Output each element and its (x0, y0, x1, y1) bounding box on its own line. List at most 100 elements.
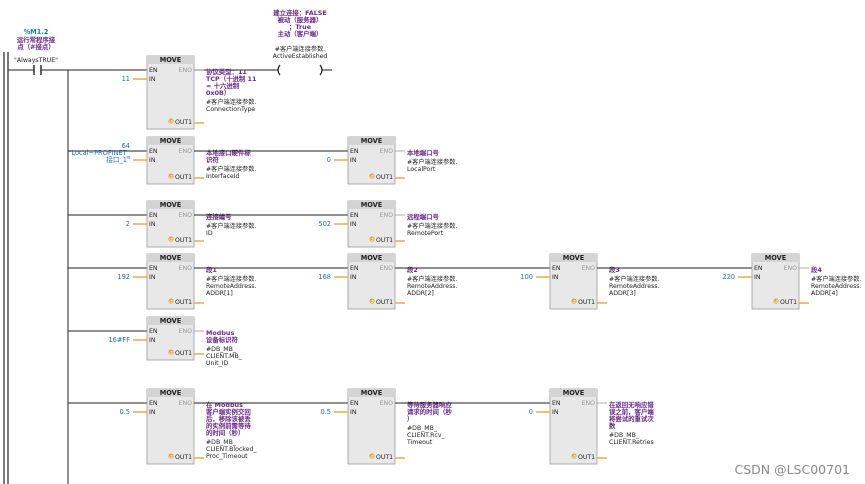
pin-out1: OUT1 (175, 299, 192, 306)
in-value: 64 (122, 142, 130, 150)
pin-out1: OUT1 (376, 299, 393, 306)
out1-icon (168, 298, 174, 304)
out-variable-path: RemoteAddress. (609, 283, 660, 290)
in-value: 2 (126, 220, 130, 228)
out-variable-label: 后，移除该被丢 (206, 414, 251, 423)
out-variable-label: 连接编号 (206, 212, 232, 221)
pin-eno: ENO (582, 400, 596, 407)
contact-tag: "AlwaysTRUE" (14, 57, 58, 64)
pin-out1: OUT1 (175, 119, 192, 126)
out-variable-label: 识符 (206, 155, 219, 164)
coil-label-line: 主动（客户端） (278, 29, 323, 38)
pin-en: EN (350, 148, 359, 155)
pin-eno: ENO (179, 400, 193, 407)
out-variable-path: #DB_MB_ (206, 439, 237, 446)
out1-icon-glyph: ↺ (370, 238, 374, 243)
in-value: "Local~PROFINET_ (68, 149, 130, 157)
pin-en: EN (149, 212, 158, 219)
out1-icon-glyph: ↺ (169, 120, 173, 125)
out-variable-label: 在 Modbus (206, 400, 243, 409)
pin-in: IN (552, 409, 559, 416)
out1-icon (369, 298, 375, 304)
out-variable-label: 段4 (811, 265, 822, 274)
pin-eno: ENO (380, 212, 394, 219)
in-value: 接口_1" (106, 155, 130, 164)
out1-icon (571, 453, 577, 459)
pin-out1: OUT1 (175, 454, 192, 461)
out-variable-path: CLIENT.Rcv_ (407, 432, 446, 439)
out-variable-label: 在返回无响应错 (609, 400, 654, 409)
out-variable-path: CLIENT.Blocked_ (206, 446, 257, 453)
out1-icon-glyph: ↺ (169, 455, 173, 460)
move-block-header (550, 254, 597, 262)
pin-out1: OUT1 (175, 237, 192, 244)
out-variable-path: #客户端连接参数. (206, 165, 256, 173)
out1-icon-glyph: ↺ (370, 455, 374, 460)
pin-eno: ENO (784, 265, 798, 272)
watermark: CSDN @LSC00701 (734, 462, 850, 477)
out1-icon (168, 173, 174, 179)
out1-icon-glyph: ↺ (169, 175, 173, 180)
out-variable-path: ID (206, 230, 213, 237)
out-variable-path: RemoteAddress. (407, 283, 458, 290)
pin-en: EN (552, 400, 561, 407)
coil-active-established[interactable] (277, 64, 323, 76)
pin-eno: ENO (380, 400, 394, 407)
pin-eno: ENO (380, 265, 394, 272)
move-block-header (147, 389, 194, 397)
move-block-title: MOVE (160, 317, 182, 325)
out-variable-label: 请求的时间（秒 (407, 407, 452, 416)
out-variable-path: #客户端连接参数. (407, 275, 457, 283)
pin-in: IN (350, 274, 357, 281)
out-variable-path: Proc_Timeout (206, 453, 248, 460)
out-variable-label: = 十六进制 (206, 81, 240, 90)
move-block-header (147, 254, 194, 262)
pin-out1: OUT1 (376, 237, 393, 244)
in-value: 100 (520, 273, 533, 281)
out-variable-label: 将尝试的重试次 (609, 414, 654, 423)
out-variable-label: 数 (609, 421, 616, 430)
out-variable-label: 远程端口号 (407, 212, 440, 221)
in-value: 168 (318, 273, 331, 281)
pin-in: IN (350, 221, 357, 228)
out1-icon-glyph: ↺ (370, 175, 374, 180)
in-value: 0 (529, 408, 533, 416)
in-value: 11 (122, 75, 130, 83)
out-variable-label: 的时间（秒） (206, 428, 244, 437)
out1-icon-glyph: ↺ (572, 455, 576, 460)
move-block-title: MOVE (361, 201, 383, 209)
move-block-header (348, 389, 395, 397)
coil-member: ActiveEstablished (273, 53, 328, 60)
out-variable-path: CLIENT.MB_ (206, 353, 243, 360)
move-block-title: MOVE (160, 389, 182, 397)
out1-icon (168, 118, 174, 124)
out-variable-label: 设备标识符 (206, 335, 239, 344)
out-variable-path: #DB_MB_ (206, 346, 237, 353)
pin-eno: ENO (582, 265, 596, 272)
out-variable-label: 误之前，客户端 (609, 407, 654, 416)
pin-eno: ENO (179, 328, 193, 335)
out-variable-path: Unit_ID (206, 360, 229, 367)
out-variable-label: 段2 (407, 265, 418, 274)
out-variable-path: ADDR[2] (407, 290, 434, 297)
move-block-body (347, 388, 396, 465)
out-variable-path: #客户端连接参数. (609, 275, 659, 283)
pin-in: IN (552, 274, 559, 281)
pin-en: EN (350, 400, 359, 407)
contact-always-true[interactable] (33, 65, 42, 75)
pin-en: EN (149, 328, 158, 335)
move-block-header (348, 137, 395, 145)
